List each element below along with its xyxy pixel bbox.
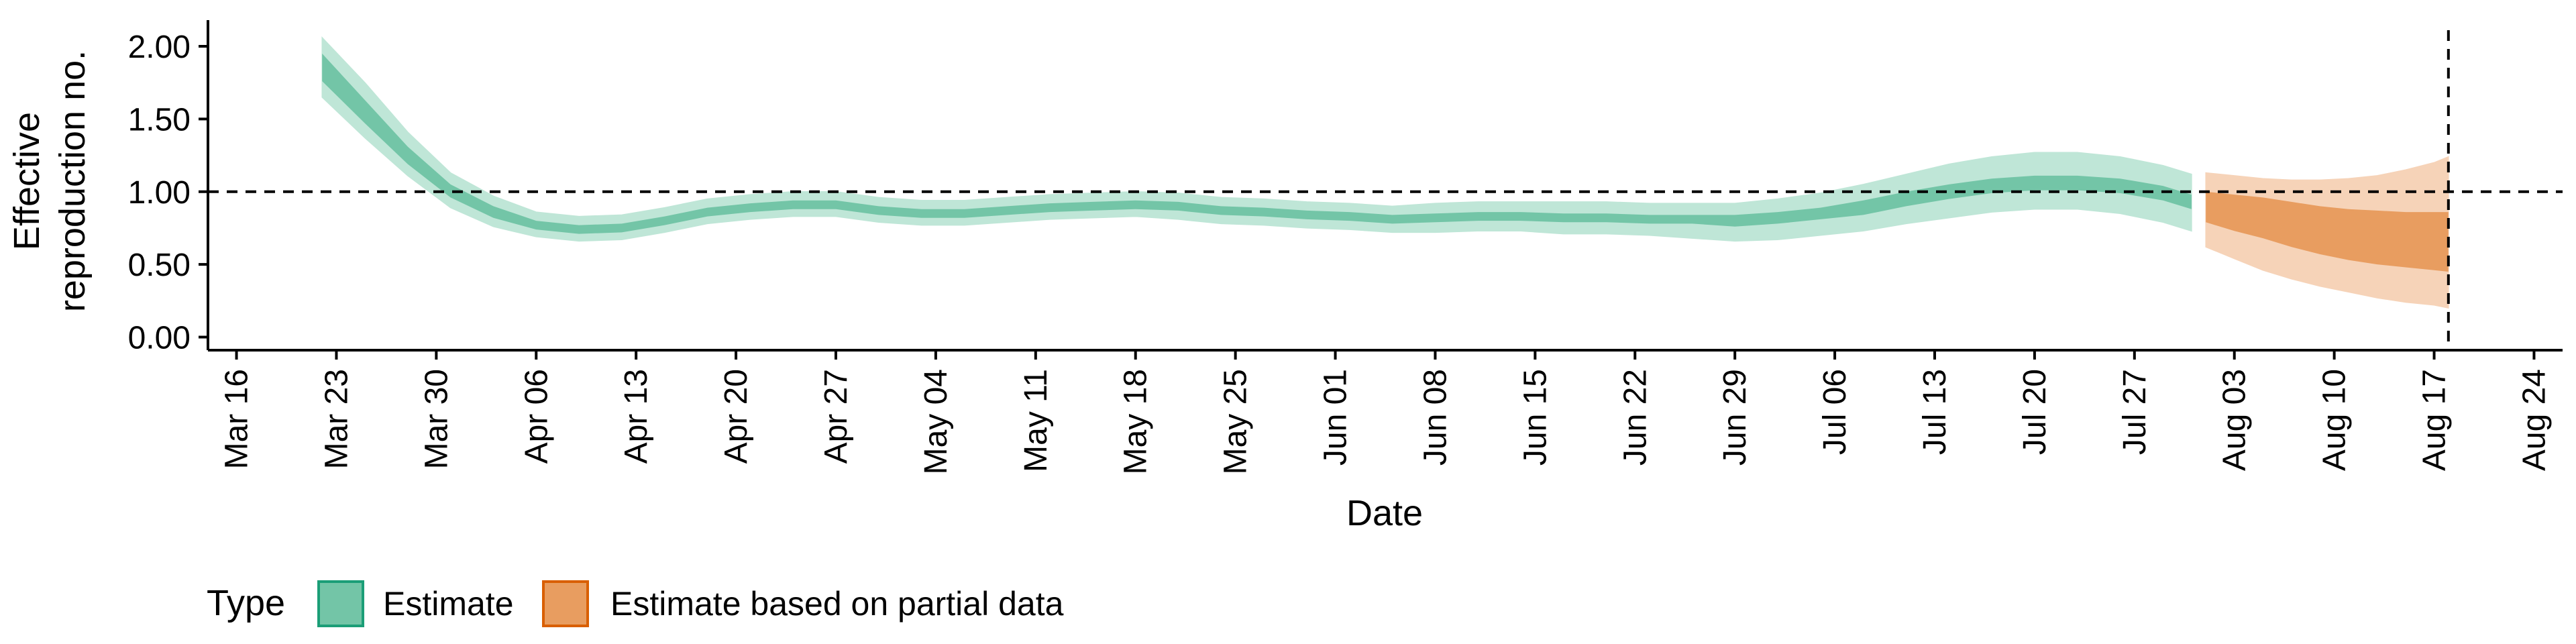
x-tick-label: Aug 24	[2517, 369, 2553, 471]
legend-title: Type	[207, 583, 285, 623]
x-tick-label: Aug 03	[2217, 369, 2253, 471]
legend-item-estimate: Estimate	[317, 580, 514, 627]
x-tick-label: Jun 22	[1617, 369, 1653, 466]
y-tick-label: 1.00	[128, 175, 191, 211]
x-tick-label: Aug 10	[2317, 369, 2353, 471]
y-axis-title-line-1: Effective	[7, 112, 47, 250]
y-axis-title: Effective reproduction no.	[7, 50, 93, 312]
x-tick-label: Jun 01	[1318, 369, 1354, 466]
x-tick-label: Jun 08	[1418, 369, 1454, 466]
x-tick-label: May 11	[1018, 369, 1054, 472]
legend-key-estimate	[317, 580, 364, 627]
legend-label-partial: Estimate based on partial data	[610, 585, 1064, 623]
x-tick-label: Mar 23	[319, 369, 355, 469]
x-tick-label: Aug 17	[2417, 369, 2453, 471]
x-tick-label: Jul 06	[1817, 369, 1853, 455]
series-estimate-inner-band	[322, 53, 2192, 234]
plot-area	[208, 30, 2563, 350]
x-tick-label: Jul 13	[1917, 369, 1953, 455]
y-tick-label: 0.50	[128, 248, 191, 283]
x-tick-label: Apr 06	[519, 369, 554, 464]
x-tick-label: May 04	[918, 369, 954, 474]
series-partial-inner-band	[2206, 191, 2449, 272]
legend-item-partial: Estimate based on partial data	[542, 580, 1064, 627]
y-tick-label: 2.00	[128, 30, 191, 65]
x-tick-label: Mar 16	[219, 369, 255, 469]
x-tick-label: Apr 20	[718, 369, 754, 464]
series-partial	[2205, 156, 2449, 309]
legend-key-partial	[542, 580, 589, 627]
axes: 0.00 0.50 1.00 1.50 2.00 Mar 16 Mar 23 Mar 30 Ap…	[128, 20, 2563, 474]
legend-label-estimate: Estimate	[383, 585, 514, 623]
x-axis-title: Date	[1346, 493, 1423, 533]
x-tick-label: Jun 29	[1717, 369, 1753, 466]
x-tick-label: Apr 27	[818, 369, 854, 464]
x-tick-label: Jul 20	[2017, 369, 2053, 455]
x-tick-label: Jul 27	[2117, 369, 2153, 455]
x-tick-label: Jun 15	[1517, 369, 1553, 466]
x-tick-label: May 25	[1218, 369, 1254, 474]
x-tick-label: Mar 30	[419, 369, 454, 469]
y-axis-title-line-2: reproduction no.	[52, 50, 93, 312]
x-tick-label: Apr 13	[619, 369, 654, 464]
series-estimate	[321, 36, 2192, 242]
x-tick-label: May 18	[1118, 369, 1154, 474]
legend: Type Estimate Estimate based on partial …	[207, 580, 1064, 627]
y-tick-label: 0.00	[128, 320, 191, 356]
y-tick-label: 1.50	[128, 102, 191, 138]
